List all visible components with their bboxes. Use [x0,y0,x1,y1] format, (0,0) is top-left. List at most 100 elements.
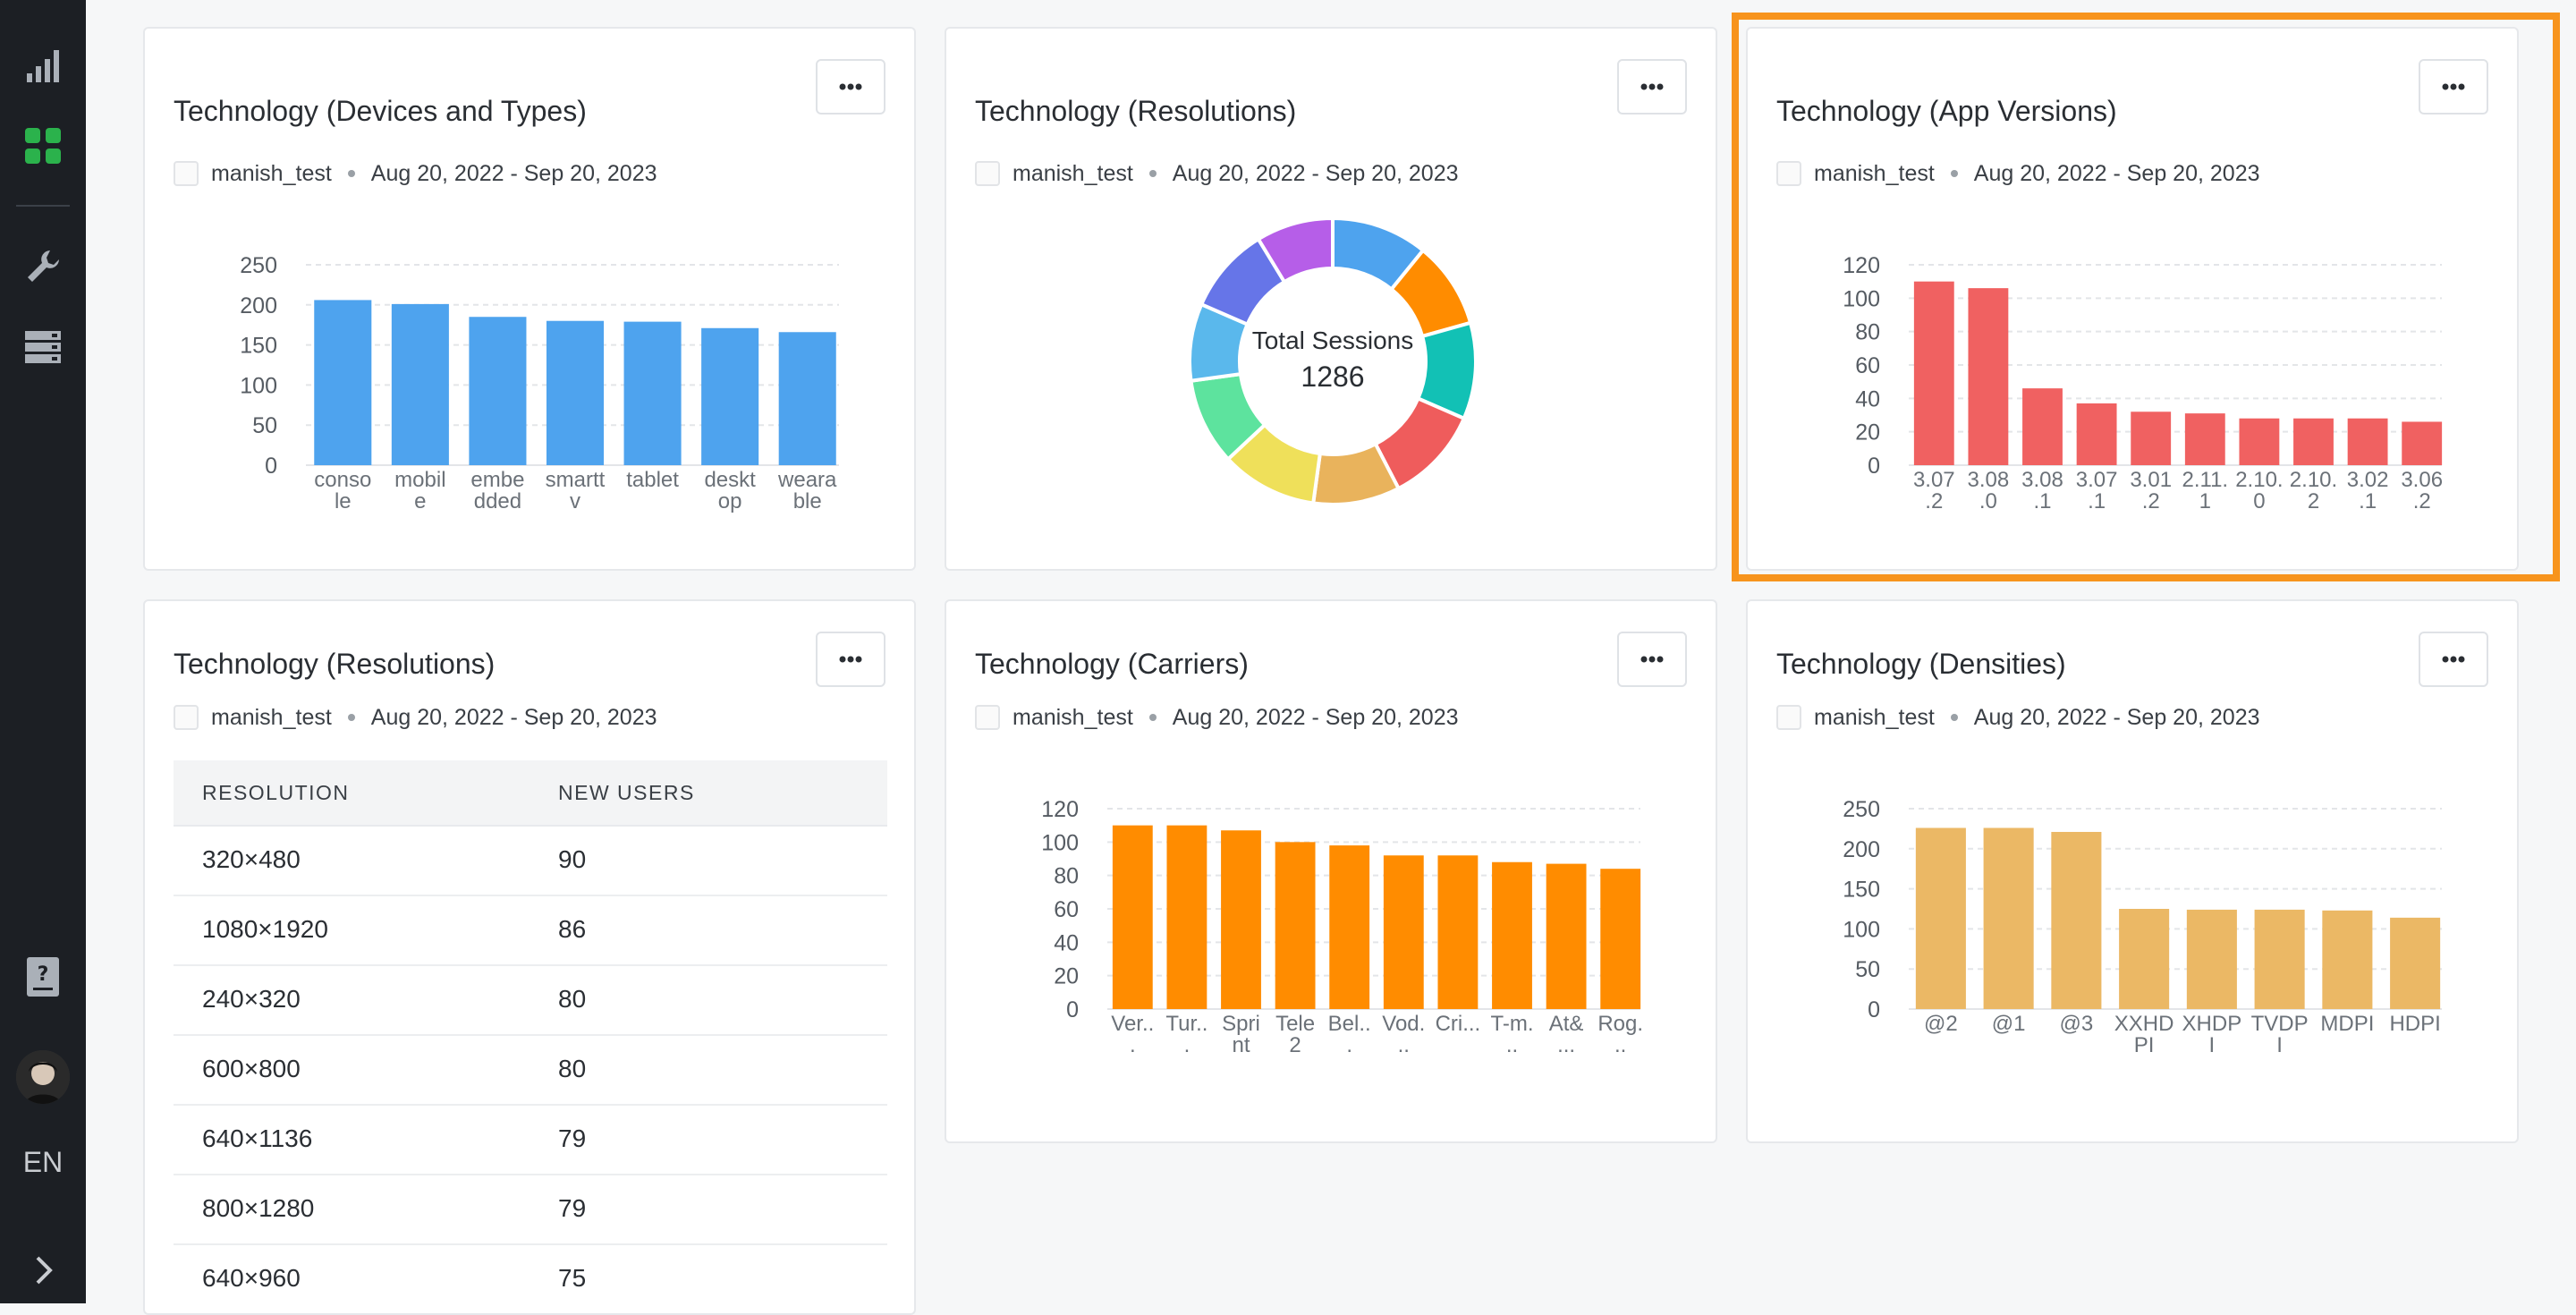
widget-meta: manish_test Aug 20, 2022 - Sep 20, 2023 [1776,703,2260,732]
bar[interactable] [2293,418,2334,465]
widget-menu-button[interactable] [2419,59,2488,115]
separator-dot [347,170,355,177]
bar[interactable] [1166,825,1208,1009]
bar[interactable] [2347,418,2388,465]
x-tick-label: Rog. [1597,1012,1643,1036]
bar[interactable] [2184,413,2225,465]
bar[interactable] [2402,421,2443,465]
cell-resolution: 600×800 [202,1055,301,1082]
bar[interactable] [1913,281,1954,465]
more-icon [839,656,862,663]
x-tick-label: @3 [2060,1012,2094,1036]
donut-slice[interactable] [1256,216,1335,284]
y-tick-label: 150 [240,334,277,359]
donut-center-value: 1286 [1301,361,1364,393]
widget-menu-button[interactable] [816,59,886,115]
cell-resolution: 1080×1920 [202,915,328,943]
y-tick-label: 120 [1843,253,1880,278]
y-tick-label: 0 [265,454,277,479]
y-tick-label: 50 [252,413,277,438]
bar[interactable] [2186,909,2237,1009]
widget-menu-button[interactable] [1617,59,1687,115]
bar[interactable] [1600,869,1641,1009]
app-name: manish_test [1814,704,1935,730]
bar[interactable] [2322,910,2373,1009]
app-icon [174,705,199,730]
help-document-icon[interactable]: ? [21,955,64,998]
bar[interactable] [623,321,682,465]
bar[interactable] [2239,418,2280,465]
grid-icon[interactable] [21,124,64,167]
widget-meta: manish_test Aug 20, 2022 - Sep 20, 2023 [1776,159,2260,188]
bar[interactable] [1983,827,2034,1009]
y-tick-label: 0 [1066,997,1079,1022]
x-tick-label: HDPI [2389,1012,2440,1036]
table-row: 600×800 80 [174,1034,887,1106]
bar[interactable] [546,320,605,465]
y-tick-label: 60 [1855,353,1880,378]
bar[interactable] [1968,288,2009,465]
bar[interactable] [1329,845,1370,1009]
x-tick-label: Tur.. [1165,1012,1208,1036]
y-tick-label: 100 [1041,830,1079,855]
x-tick-label: Cri... [1436,1012,1481,1036]
bar[interactable] [2076,403,2117,465]
language-selector[interactable]: EN [22,1146,64,1178]
bar[interactable] [1275,842,1316,1009]
avatar[interactable] [16,1050,70,1104]
widget-title: Technology (Resolutions) [174,648,496,680]
column-header-resolution[interactable]: RESOLUTION [202,780,350,804]
x-tick-label: ... [1557,1033,1575,1057]
y-tick-label: 20 [1855,420,1880,445]
bar[interactable] [701,327,759,465]
bar[interactable] [2119,909,2170,1009]
bar[interactable] [2051,831,2102,1009]
bar[interactable] [1546,863,1587,1009]
chevron-right-icon[interactable] [21,1249,64,1292]
bar[interactable] [1492,861,1532,1009]
bar[interactable] [2254,909,2305,1009]
bar[interactable] [391,303,449,465]
y-tick-label: 100 [1843,286,1880,311]
x-tick-label: ble [793,489,822,513]
x-tick-label: le [335,489,352,513]
column-header-new-users[interactable]: NEW USERS [558,780,695,804]
y-tick-label: 80 [1054,864,1079,889]
bar[interactable] [1112,825,1153,1009]
bar[interactable] [778,332,836,465]
x-tick-label: op [718,489,742,513]
sidebar: ? EN [0,0,86,1303]
y-tick-label: 40 [1054,930,1079,955]
date-range: Aug 20, 2022 - Sep 20, 2023 [370,160,657,186]
wrench-icon[interactable] [21,245,64,288]
app-versions-widget: Technology (App Versions) manish_test Au… [1746,27,2519,571]
bar[interactable] [2022,388,2063,465]
bar[interactable] [1383,855,1424,1009]
widget-menu-button[interactable] [2419,632,2488,687]
bar[interactable] [1437,855,1479,1009]
bar-chart-icon[interactable] [21,45,64,88]
bar[interactable] [314,300,372,465]
bar[interactable] [1221,830,1261,1009]
widget-menu-button[interactable] [816,632,886,687]
app-name: manish_test [1013,704,1133,730]
cell-new-users: 90 [558,845,587,873]
x-tick-label: .. [1506,1033,1518,1057]
x-tick-label: .1 [2033,489,2051,513]
database-icon[interactable] [21,326,64,369]
bar[interactable] [1915,827,1966,1009]
table-row: 800×1280 79 [174,1174,887,1245]
separator-dot [1950,714,1958,721]
separator-dot [1148,714,1157,721]
x-tick-label: Spri [1222,1012,1260,1036]
bar[interactable] [2390,917,2441,1009]
svg-text:?: ? [38,963,49,986]
bar[interactable] [469,317,527,465]
app-name: manish_test [1013,160,1133,186]
y-tick-label: 200 [240,293,277,318]
sidebar-divider [16,205,70,207]
cell-resolution: 640×1136 [202,1124,313,1152]
widget-menu-button[interactable] [1617,632,1687,687]
bar[interactable] [2131,411,2172,465]
